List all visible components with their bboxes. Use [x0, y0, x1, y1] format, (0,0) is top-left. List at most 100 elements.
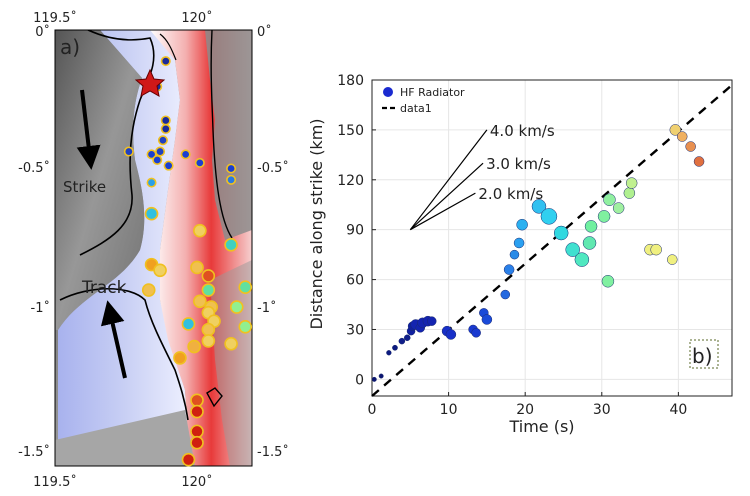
hf-radiator-point [693, 156, 705, 167]
map-radiator-marker [187, 339, 201, 354]
map-radiator-marker [229, 300, 244, 314]
y-tick-label: 120 [337, 173, 364, 189]
map-lon-tick-bottom: 120˚ [181, 474, 212, 490]
hf-radiator-point [509, 249, 520, 260]
x-tick-label: 30 [593, 402, 611, 418]
hf-radiator-point [553, 225, 569, 241]
hf-radiator-point [685, 141, 696, 152]
map-radiator-marker [238, 319, 253, 334]
map-radiator-marker [181, 452, 196, 467]
hf-radiator-point [445, 329, 457, 340]
legend-label-data1: data1 [400, 102, 432, 115]
velocity-label: 2.0 km/s [478, 185, 543, 203]
y-tick-label: 90 [346, 223, 364, 239]
plot-frame [371, 79, 733, 397]
map-lat-tick-left: 0˚ [35, 24, 50, 40]
x-tick-label: 40 [669, 402, 687, 418]
map-tick-labels: 119.5˚ 119.5˚ 120˚ 120˚ 0˚ 0˚ -0.5˚ -0.5˚ -1˚ -1˚… [18, 10, 289, 490]
hf-radiator-point [597, 210, 611, 223]
map-radiator-marker [180, 149, 191, 160]
map-radiator-marker [155, 146, 166, 157]
map-radiator-marker [201, 334, 216, 348]
map-radiator-marker [173, 351, 187, 365]
strike-label: Strike [63, 178, 106, 196]
hf-radiator-point [378, 373, 384, 379]
map-radiator-marker [224, 238, 238, 252]
y-tick-label: 30 [346, 322, 364, 338]
map-lon-tick-top: 120˚ [181, 10, 212, 26]
velocity-line [410, 192, 476, 231]
map-radiator-marker [144, 206, 159, 221]
chart-axes: 0 10 20 30 40 0 30 60 90 120 150 180 [337, 73, 733, 418]
map-radiator-marker [123, 146, 134, 157]
map-radiator-marker [190, 393, 204, 408]
map-lon-tick-bottom: 119.5˚ [33, 474, 77, 490]
strike-arrow: Strike [63, 89, 106, 196]
map-radiator-marker [153, 263, 167, 278]
map-panel: a) 119.5˚ 119.5˚ 120˚ 120˚ 0˚ 0˚ -0.5˚ -0.5˚ -1˚… [18, 10, 289, 490]
map-radiator-marker [226, 174, 237, 185]
map-lat-tick-right: -0.5˚ [257, 160, 289, 176]
map-lat-tick-left: -1.5˚ [18, 444, 50, 460]
panel-b-label-box [689, 339, 719, 369]
panel-b-label: b) [692, 344, 713, 368]
map-lat-tick-right: -1˚ [257, 300, 276, 316]
hf-radiator-point [574, 252, 590, 267]
track-arrow: Track [81, 278, 127, 379]
x-tick-label: 10 [440, 402, 458, 418]
map-radiator-marker [201, 322, 216, 337]
hf-radiator-point [392, 344, 398, 351]
map-lat-tick-left: -0.5˚ [18, 160, 50, 176]
x-axis-label: Time (s) [508, 417, 574, 436]
x-tick-label: 20 [516, 402, 534, 418]
hf-radiator-point [371, 376, 377, 382]
map-radiator-marker [238, 280, 253, 295]
hf-radiator-point [584, 220, 598, 233]
y-tick-label: 150 [337, 123, 364, 139]
hf-radiator-point [471, 328, 481, 338]
map-frame [54, 29, 253, 467]
hf-radiator-point [426, 316, 437, 326]
hf-radiator-point [623, 187, 636, 199]
velocity-label: 3.0 km/s [486, 155, 551, 173]
map-radiator-markers [123, 56, 253, 467]
map-radiator-marker [160, 115, 171, 126]
map-radiator-marker [163, 160, 174, 171]
map-lat-tick-left: -1˚ [31, 300, 50, 316]
y-tick-label: 60 [346, 273, 364, 289]
hf-radiator-point [513, 237, 525, 249]
y-tick-label: 0 [355, 372, 364, 388]
x-tick-label: 0 [368, 402, 377, 418]
map-radiator-marker [226, 163, 237, 174]
star-icon [134, 68, 166, 97]
hf-radiator-point [625, 177, 638, 189]
legend-label-hf: HF Radiator [400, 86, 465, 99]
map-radiator-marker [190, 435, 204, 450]
velocity-fan: 4.0 km/s 3.0 km/s 2.0 km/s [409, 122, 555, 231]
hf-radiator-point [650, 243, 662, 256]
y-axis-label: Distance along strike (km) [307, 118, 326, 329]
map-radiator-marker [141, 283, 156, 297]
map-radiator-marker [193, 294, 207, 309]
map-radiator-marker [190, 424, 204, 439]
hf-radiator-point [676, 131, 688, 142]
map-radiator-marker [157, 135, 168, 146]
hf-radiator-point [601, 274, 615, 288]
map-lat-tick-right: 0˚ [257, 24, 272, 40]
hf-radiator-point [516, 218, 528, 231]
y-tick-label: 180 [337, 73, 364, 89]
chart-panel: 0 10 20 30 40 0 30 60 90 120 150 180 4.0 km/s 3.0 km… [307, 73, 733, 436]
hf-radiator-point [398, 337, 406, 345]
hf-radiator-point [403, 334, 411, 342]
hf-radiator-point [386, 350, 392, 356]
hf-radiator-point [582, 236, 597, 250]
map-radiator-marker [146, 177, 157, 188]
hf-radiator-point [500, 289, 511, 300]
hf-radiator-point [603, 193, 616, 206]
velocity-line [409, 129, 488, 231]
map-radiator-marker [201, 269, 216, 283]
map-radiator-marker [190, 404, 204, 419]
map-radiator-marker [194, 157, 205, 168]
hf-radiator-point [667, 254, 678, 265]
hf-radiator-point [503, 264, 515, 275]
